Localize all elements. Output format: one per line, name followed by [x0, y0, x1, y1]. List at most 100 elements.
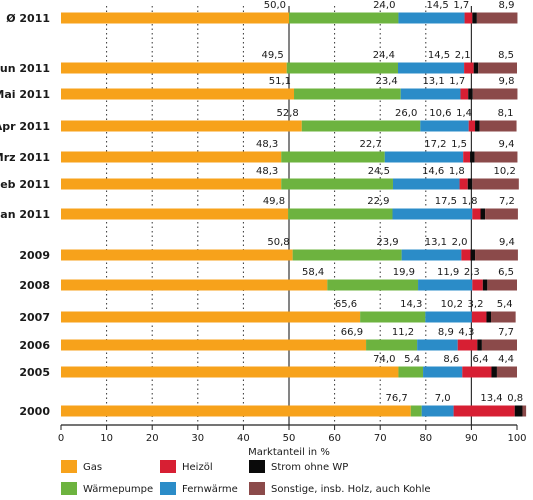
- x-tick-label: 70: [374, 433, 387, 444]
- bar-segment: [410, 405, 422, 417]
- bar-segment: [360, 311, 426, 323]
- bar-segment: [61, 88, 295, 100]
- value-label: 51,1: [269, 76, 291, 87]
- legend-label: Fernwärme: [182, 484, 238, 495]
- x-tick-label: 60: [328, 433, 341, 444]
- value-label: 48,3: [256, 139, 278, 150]
- x-tick-label: 10: [100, 433, 113, 444]
- bar-segment: [485, 208, 518, 220]
- bar-segment: [281, 178, 393, 190]
- value-label: 23,9: [376, 237, 398, 248]
- value-label: 14,5: [427, 0, 449, 11]
- category-label: 2009: [19, 249, 50, 262]
- category-label: 2008: [19, 279, 50, 292]
- value-label: 3,2: [468, 299, 484, 310]
- bar-segment: [496, 366, 517, 378]
- value-label: 8,9: [438, 327, 454, 338]
- value-label: 6,5: [498, 267, 514, 278]
- bar-segment: [294, 88, 401, 100]
- bar-segment: [470, 249, 476, 261]
- bar-segment: [477, 339, 482, 351]
- value-label: 17,5: [435, 196, 457, 207]
- bar-segment: [61, 339, 367, 351]
- category-label: Mai 2011: [0, 88, 50, 101]
- bar-segment: [472, 279, 483, 291]
- value-label: 8,6: [443, 354, 459, 365]
- bar-segment: [301, 120, 421, 132]
- category-label: Apr 2011: [0, 120, 50, 133]
- bar-segment: [384, 151, 464, 163]
- bar-segment: [471, 311, 487, 323]
- bar-segment: [479, 120, 517, 132]
- value-label: 7,0: [435, 393, 451, 404]
- value-label: 2,0: [452, 237, 468, 248]
- bar-segment: [425, 311, 472, 323]
- value-label: 24,4: [373, 50, 395, 61]
- value-label: 11,2: [392, 327, 414, 338]
- bar-segment: [472, 88, 518, 100]
- bar-segment: [460, 88, 469, 100]
- value-label: 13,1: [422, 76, 444, 87]
- value-label: 7,2: [499, 196, 515, 207]
- value-label: 13,4: [480, 393, 502, 404]
- x-tick-label: 20: [146, 433, 159, 444]
- value-label: 19,9: [393, 267, 415, 278]
- bar-segment: [286, 62, 398, 74]
- bar-segment: [292, 249, 402, 261]
- bar-segment: [418, 279, 473, 291]
- bar-segment: [472, 178, 519, 190]
- category-label: 2006: [19, 339, 50, 352]
- bar-segment: [474, 151, 518, 163]
- category-label: Mrz 2011: [0, 151, 50, 164]
- bar-segment: [491, 366, 497, 378]
- value-label: 8,5: [498, 50, 514, 61]
- x-tick-label: 0: [58, 433, 64, 444]
- legend-swatch: [61, 460, 77, 473]
- category-label: 2000: [19, 405, 50, 418]
- value-label: 23,4: [375, 76, 397, 87]
- bar-segment: [487, 279, 517, 291]
- value-label: 2,3: [464, 267, 480, 278]
- bar-segment: [61, 249, 293, 261]
- value-label: 10,2: [494, 166, 516, 177]
- bar-segment: [281, 151, 385, 163]
- value-label: 65,6: [335, 299, 357, 310]
- bar-segment: [61, 151, 282, 163]
- bar-segment: [463, 151, 471, 163]
- bar-segment: [468, 88, 473, 100]
- value-label: 74,0: [373, 354, 395, 365]
- bar-segment: [61, 120, 302, 132]
- bar-segment: [467, 178, 473, 190]
- bar-segment: [482, 279, 488, 291]
- x-tick-label: 90: [465, 433, 478, 444]
- value-label: 5,4: [404, 354, 420, 365]
- bars: [61, 12, 527, 417]
- value-label: 10,6: [429, 108, 451, 119]
- bar-segment: [417, 339, 458, 351]
- legend-swatch: [249, 460, 265, 473]
- value-label: 1,7: [453, 0, 469, 11]
- bar-segment: [61, 405, 411, 417]
- bar-segment: [475, 249, 518, 261]
- bar-segment: [61, 62, 287, 74]
- bar-segment: [514, 405, 523, 417]
- x-axis-title: Marktanteil in %: [248, 447, 330, 458]
- value-label: 9,4: [499, 237, 515, 248]
- legend-swatch: [61, 482, 77, 495]
- legend-swatch: [160, 460, 176, 473]
- value-label: 24,5: [368, 166, 390, 177]
- x-tick-label: 30: [191, 433, 204, 444]
- bar-segment: [453, 405, 515, 417]
- category-label: 2005: [19, 366, 50, 379]
- value-label: 0,8: [507, 393, 523, 404]
- bar-segment: [476, 12, 518, 24]
- value-label: 14,3: [400, 299, 422, 310]
- category-label: Ø 2011: [6, 12, 50, 25]
- bar-segment: [392, 178, 460, 190]
- value-label: 50,8: [267, 237, 289, 248]
- legend-swatch: [249, 482, 265, 495]
- value-label: 10,2: [441, 299, 463, 310]
- bar-segment: [61, 366, 399, 378]
- bar-segment: [459, 178, 468, 190]
